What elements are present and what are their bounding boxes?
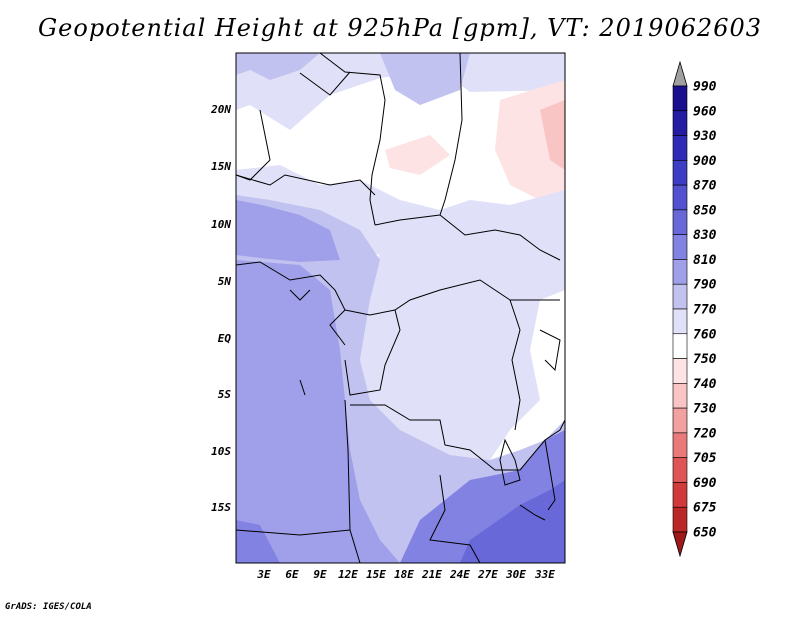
field-750-central (385, 135, 450, 175)
colorbar-cell (672, 457, 688, 483)
contour-field (236, 53, 565, 563)
lat-label: 10N (211, 218, 231, 231)
colorbar-label: 750 (693, 352, 717, 367)
colorbar-label: 770 (693, 303, 717, 318)
boundaries (236, 53, 565, 563)
colorbar-label: 690 (693, 476, 717, 491)
lon-label: 3E (256, 568, 271, 581)
field-810-west (236, 260, 400, 563)
field-740-ne (540, 100, 565, 170)
lon-label: 9E (313, 568, 327, 581)
field-770-north (236, 53, 565, 130)
lon-label: 18E (394, 568, 414, 581)
colorbar-label: 850 (693, 203, 717, 218)
field-810-gulf (236, 200, 340, 262)
colorbar-cell (672, 110, 688, 136)
field-790-nw (236, 53, 320, 80)
colorbar-label: 740 (693, 377, 717, 392)
colorbar-label: 705 (693, 451, 717, 466)
colorbar-label: 990 (693, 80, 717, 95)
colorbar-cell (672, 160, 688, 186)
lat-axis: 20N 15N 10N 5N EQ 5S 10S 15S (210, 103, 231, 514)
lon-label: 21E (421, 568, 442, 581)
colorbar-cell (672, 506, 688, 533)
lat-label: 5N (218, 275, 232, 288)
lon-label: 12E (338, 568, 358, 581)
colorbar-under-triangle (672, 531, 688, 558)
field-790-north (380, 53, 470, 105)
colorbar-cell (672, 482, 688, 508)
colorbar-label: 960 (693, 104, 717, 119)
field-770-congo (360, 240, 540, 460)
colorbar-label: 810 (693, 253, 717, 268)
colorbar-cell (672, 432, 688, 458)
lon-axis: 3E 6E 9E 12E 15E 18E 21E 24E 27E 30E 33E (256, 568, 555, 581)
colorbar-cell (672, 308, 688, 335)
colorbar-cell (672, 85, 688, 112)
colorbar-cell (672, 209, 688, 235)
lon-label: 24E (449, 568, 470, 581)
map-frame (235, 52, 566, 564)
colorbar-cell (672, 234, 688, 260)
colorbar-label: 930 (693, 129, 717, 144)
colorbar-cell (672, 333, 688, 359)
colorbar-cell (672, 383, 688, 409)
colorbar-cell (672, 259, 688, 285)
colorbar-label: 790 (693, 278, 717, 293)
colorbar-label: 870 (693, 179, 717, 194)
lon-label: 33E (534, 568, 555, 581)
lon-label: 15E (366, 568, 386, 581)
colorbar-cell (672, 283, 688, 310)
colorbar-cell (672, 358, 688, 384)
lat-label: 20N (210, 103, 231, 116)
colorbar-cell (672, 184, 688, 211)
lon-label: 6E (285, 568, 299, 581)
lat-label: EQ (218, 332, 232, 345)
lat-label: 5S (218, 388, 232, 401)
lat-label: 15N (211, 160, 231, 173)
credit-text: GrADS: IGES/COLA (5, 602, 92, 612)
colorbar-label: 675 (693, 501, 717, 516)
colorbar-label: 900 (693, 154, 717, 169)
colorbar-label: 760 (693, 327, 717, 342)
colorbar-over-triangle (672, 60, 688, 87)
lat-label: 15S (211, 501, 231, 514)
lat-label: 10S (211, 445, 231, 458)
colorbar-label: 730 (693, 402, 717, 417)
plot-title: Geopotential Height at 925hPa [gpm], VT:… (38, 14, 762, 42)
colorbar-label: 720 (693, 426, 717, 441)
colorbar-cell (672, 135, 688, 161)
lon-label: 27E (477, 568, 498, 581)
field-850-se (460, 480, 565, 563)
colorbar-label: 830 (693, 228, 717, 243)
lon-label: 30E (505, 568, 526, 581)
colorbar-cell (672, 407, 688, 434)
colorbar-label: 650 (693, 526, 717, 541)
